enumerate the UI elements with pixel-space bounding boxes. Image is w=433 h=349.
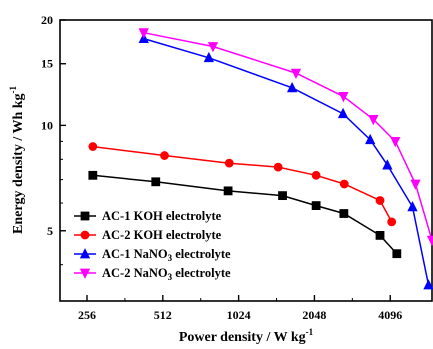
series-line xyxy=(143,37,430,286)
x-tick-label: 256 xyxy=(78,308,96,322)
legend-marker xyxy=(80,230,90,240)
data-point xyxy=(375,230,385,240)
legend: AC-1 KOH electrolyte AC-2 KOH electrolyte… xyxy=(74,209,231,282)
legend-item: AC-1 NaNO3 electrolyte xyxy=(74,247,231,263)
x-tick-label: 512 xyxy=(154,308,172,322)
series-line xyxy=(92,174,398,255)
legend-item: AC-2 NaNO3 electrolyte xyxy=(74,266,231,282)
legend-label: AC-2 KOH electrolyte xyxy=(102,228,222,242)
y-tick-label: 5 xyxy=(47,224,53,238)
y-axis-title: Energy density / Wh kg-1 xyxy=(8,85,26,234)
x-axis-ticks: 256 512 1024 2048 4096 xyxy=(78,295,402,322)
data-point xyxy=(410,179,421,190)
data-point xyxy=(392,249,402,259)
data-point xyxy=(223,186,233,196)
data-point xyxy=(88,142,98,151)
series-line xyxy=(92,145,393,223)
plot-frame xyxy=(59,19,433,302)
data-point xyxy=(151,177,161,187)
data-point xyxy=(390,136,401,148)
legend-item: AC-1 KOH electrolyte xyxy=(74,209,222,223)
y-axis-ticks: 5 10 15 20 xyxy=(41,13,66,266)
x-tick-label: 4096 xyxy=(378,308,402,322)
legend-marker xyxy=(80,211,90,221)
data-point xyxy=(273,162,283,172)
series-2 xyxy=(88,142,397,227)
series-layer xyxy=(88,28,433,290)
data-point xyxy=(286,81,298,93)
x-tick-label: 1024 xyxy=(227,308,251,322)
legend-label: AC-1 KOH electrolyte xyxy=(102,209,222,223)
data-point xyxy=(160,151,169,160)
data-point xyxy=(375,196,385,205)
data-point xyxy=(338,91,349,103)
series-3 xyxy=(138,32,433,290)
series-4 xyxy=(138,28,433,247)
data-point xyxy=(278,191,287,201)
data-point xyxy=(382,159,393,170)
series-1 xyxy=(88,170,402,259)
y-tick-label: 20 xyxy=(41,13,53,27)
legend-item: AC-2 KOH electrolyte xyxy=(74,228,222,242)
data-point xyxy=(407,200,418,212)
data-point xyxy=(423,279,433,290)
data-point xyxy=(368,115,379,126)
data-point xyxy=(311,170,321,180)
series-line xyxy=(143,31,433,241)
data-point xyxy=(207,42,219,53)
data-point xyxy=(387,217,397,227)
data-point xyxy=(311,201,321,210)
legend-marker xyxy=(79,248,91,259)
data-point xyxy=(203,51,215,63)
data-point xyxy=(339,179,349,189)
data-point xyxy=(138,28,149,39)
data-point xyxy=(290,68,302,80)
data-point xyxy=(224,158,234,168)
data-point xyxy=(337,107,349,119)
legend-label: AC-2 NaNO3 electrolyte xyxy=(102,266,231,282)
x-tick-label: 2048 xyxy=(302,308,326,322)
data-point xyxy=(339,209,349,218)
x-axis-title: Power density / W kg-1 xyxy=(179,327,314,345)
y-tick-label: 15 xyxy=(41,57,53,71)
data-point xyxy=(88,170,98,180)
y-tick-label: 10 xyxy=(41,118,53,132)
legend-marker xyxy=(79,268,91,279)
legend-label: AC-1 NaNO3 electrolyte xyxy=(102,247,231,263)
data-point xyxy=(426,235,433,247)
data-point xyxy=(365,133,376,145)
